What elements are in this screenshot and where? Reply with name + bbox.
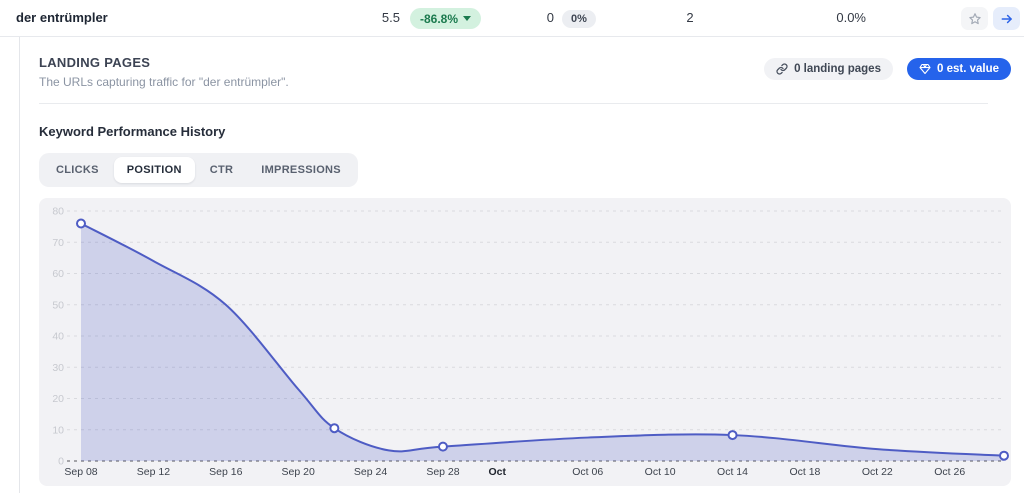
svg-text:50: 50 [52,299,64,311]
svg-text:10: 10 [52,424,64,436]
svg-text:30: 30 [52,362,64,374]
svg-text:80: 80 [52,206,64,218]
impressions-value: 2 [686,10,694,25]
gem-icon [919,63,931,75]
landing-pages-header: LANDING PAGES The URLs capturing traffic… [39,37,1011,89]
svg-text:0: 0 [58,456,64,468]
performance-history-section: Keyword Performance History CLICKS POSIT… [39,104,1011,486]
star-icon [968,12,982,26]
svg-text:60: 60 [52,268,64,280]
position-history-chart[interactable]: 0 10 20 30 40 50 60 70 80 Sep 08 Sep 12 Sep 16 Sep 2… [39,198,1011,486]
svg-text:Oct 14: Oct 14 [717,466,748,478]
svg-text:Oct 10: Oct 10 [645,466,676,478]
svg-text:Sep 24: Sep 24 [354,466,387,478]
position-change-badge[interactable]: -86.8% [410,8,482,29]
caret-down-icon [463,16,472,21]
est-value-label: 0 est. value [936,63,999,75]
performance-history-title: Keyword Performance History [39,124,226,139]
keyword-name: der entrümpler [16,10,108,25]
svg-text:Sep 12: Sep 12 [137,466,170,478]
favorite-star-button[interactable] [961,7,988,30]
svg-text:70: 70 [52,237,64,249]
position-chart-svg: 0 10 20 30 40 50 60 70 80 Sep 08 Sep 12 Sep 16 Sep 2… [52,206,1009,478]
est-value-badge[interactable]: 0 est. value [906,58,1011,80]
landing-pages-count-badge[interactable]: 0 landing pages [764,58,893,80]
tab-impressions[interactable]: IMPRESSIONS [248,157,354,183]
keyword-table-row[interactable]: der entrümpler 5.5 -86.8% 0 0% 2 0.0% [0,0,1024,37]
svg-text:Sep 20: Sep 20 [282,466,315,478]
tab-ctr[interactable]: CTR [197,157,247,183]
tab-clicks[interactable]: CLICKS [43,157,112,183]
landing-pages-count-label: 0 landing pages [794,63,881,75]
landing-pages-subtitle: The URLs capturing traffic for "der entr… [39,75,289,89]
keyword-detail-panel: LANDING PAGES The URLs capturing traffic… [19,37,1024,493]
svg-text:Sep 28: Sep 28 [426,466,459,478]
svg-text:Oct 18: Oct 18 [789,466,820,478]
ctr-value: 0.0% [836,10,866,25]
arrow-right-icon [1000,12,1014,26]
clicks-percent-badge: 0% [562,10,596,28]
link-icon [776,63,788,75]
svg-text:Oct 06: Oct 06 [572,466,603,478]
open-arrow-button[interactable] [993,7,1020,30]
clicks-value: 0 [546,10,554,25]
section-divider [39,103,988,104]
svg-text:40: 40 [52,331,64,343]
tab-position[interactable]: POSITION [113,157,195,183]
landing-pages-title: LANDING PAGES [39,55,151,70]
position-change-label: -86.8% [420,11,459,26]
position-value: 5.5 [381,10,400,25]
svg-text:20: 20 [52,393,64,405]
svg-text:Oct: Oct [488,466,506,478]
svg-text:Sep 16: Sep 16 [209,466,242,478]
svg-text:Oct 22: Oct 22 [862,466,893,478]
svg-text:Sep 08: Sep 08 [64,466,97,478]
metric-tabs: CLICKS POSITION CTR IMPRESSIONS [39,153,358,187]
svg-text:Oct 26: Oct 26 [934,466,965,478]
